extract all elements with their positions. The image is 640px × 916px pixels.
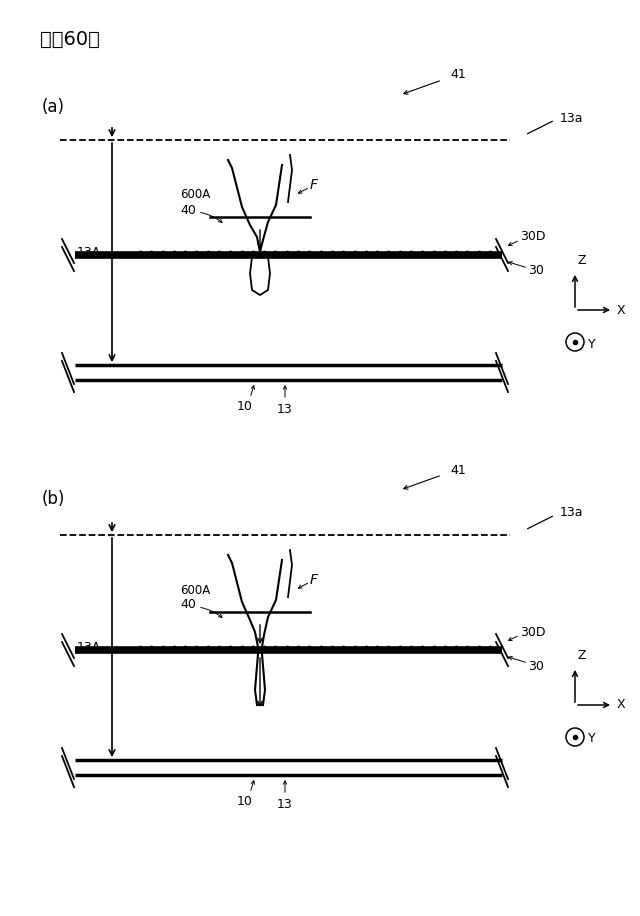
Text: 600A: 600A	[180, 583, 211, 596]
Text: 40: 40	[180, 203, 196, 216]
Text: 10: 10	[237, 400, 253, 413]
Text: Z: Z	[578, 649, 586, 662]
Text: 41: 41	[450, 69, 466, 82]
Text: 13a: 13a	[560, 507, 584, 519]
Text: F: F	[310, 573, 318, 587]
Text: 30D: 30D	[520, 626, 545, 638]
Text: Y: Y	[588, 337, 596, 351]
Text: (a): (a)	[42, 98, 65, 116]
Text: 30: 30	[528, 660, 544, 672]
Text: 30D: 30D	[520, 231, 545, 244]
Text: 13a: 13a	[560, 112, 584, 125]
Text: 13A: 13A	[77, 641, 101, 654]
Text: X: X	[617, 699, 626, 712]
Text: 10: 10	[237, 795, 253, 808]
Text: 30: 30	[528, 265, 544, 278]
Text: (b): (b)	[42, 490, 65, 508]
Text: Z: Z	[578, 254, 586, 267]
Text: 600A: 600A	[180, 189, 211, 202]
Text: Y: Y	[588, 733, 596, 746]
Text: 13A: 13A	[77, 246, 101, 259]
Text: F: F	[310, 178, 318, 192]
Text: 41: 41	[450, 463, 466, 476]
Text: 【図60】: 【図60】	[40, 30, 100, 49]
Text: X: X	[617, 303, 626, 317]
Text: 13: 13	[277, 403, 293, 416]
Text: 13: 13	[277, 798, 293, 811]
Text: 40: 40	[180, 598, 196, 612]
